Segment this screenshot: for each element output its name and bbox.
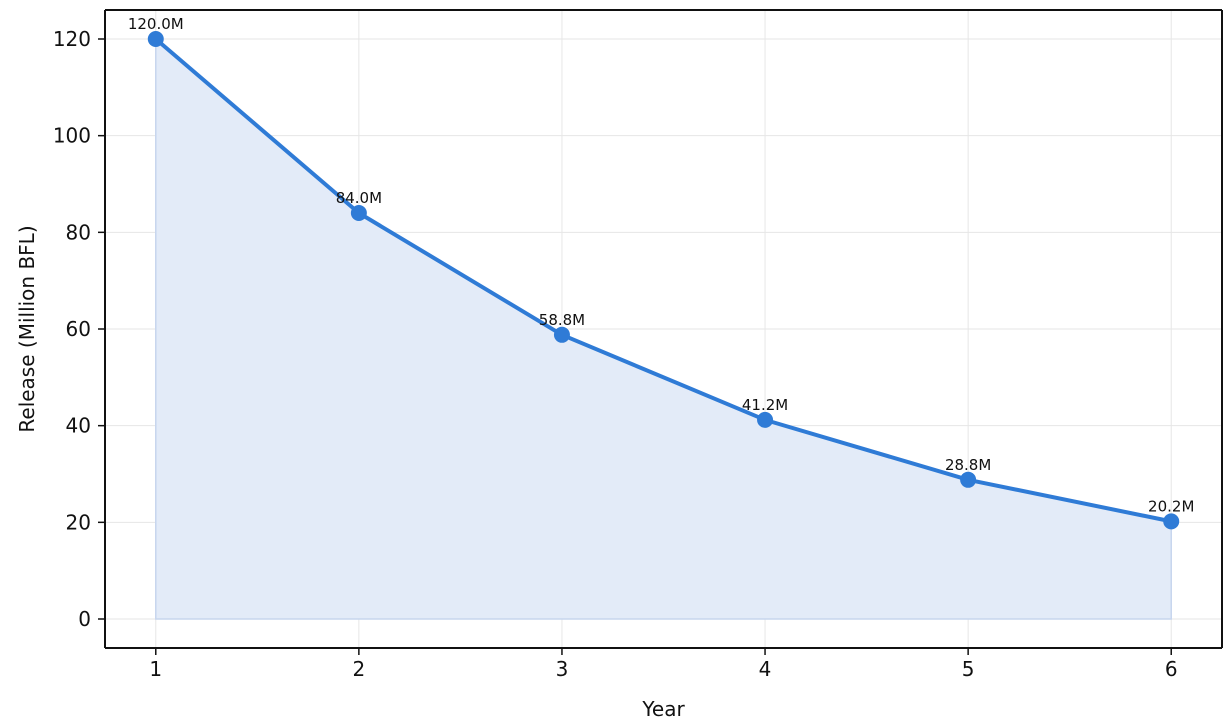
x-tick-label: 1: [149, 657, 162, 681]
y-axis-label: Release (Million BFL): [15, 225, 39, 432]
y-tick-label: 60: [66, 317, 91, 341]
data-point: [350, 205, 367, 221]
point-layer: [147, 31, 1180, 530]
data-point: [553, 326, 570, 343]
y-tick-label: 100: [53, 124, 91, 148]
data-label: 28.8M: [945, 456, 991, 474]
data-point: [960, 471, 977, 488]
data-point: [757, 411, 774, 428]
line-layer: [153, 37, 1174, 524]
data-point: [147, 31, 164, 47]
x-tick-label: 6: [1165, 657, 1178, 681]
y-tick-label: 0: [78, 607, 91, 631]
data-point: [1163, 513, 1180, 530]
data-label: 120.0M: [128, 15, 184, 33]
data-label-layer: 120.0M 84.0M 58.8M 41.2M 28.8M 20.2M: [128, 15, 1195, 515]
data-label: 58.8M: [539, 311, 585, 329]
series-line: [153, 37, 1174, 524]
data-label: 84.0M: [336, 189, 382, 207]
x-tick-label: 3: [556, 657, 569, 681]
data-label: 41.2M: [742, 396, 788, 414]
x-axis-label: Year: [641, 697, 685, 721]
y-tick-label: 20: [66, 510, 91, 534]
data-label: 20.2M: [1148, 497, 1194, 515]
x-tick-label: 4: [759, 657, 772, 681]
x-tick-label: 2: [352, 657, 365, 681]
y-tick-label: 80: [66, 220, 91, 244]
y-tick-label: 40: [66, 414, 91, 438]
y-tick-label: 120: [53, 27, 91, 51]
x-tick-label: 5: [962, 657, 975, 681]
axes: [98, 9, 1223, 655]
